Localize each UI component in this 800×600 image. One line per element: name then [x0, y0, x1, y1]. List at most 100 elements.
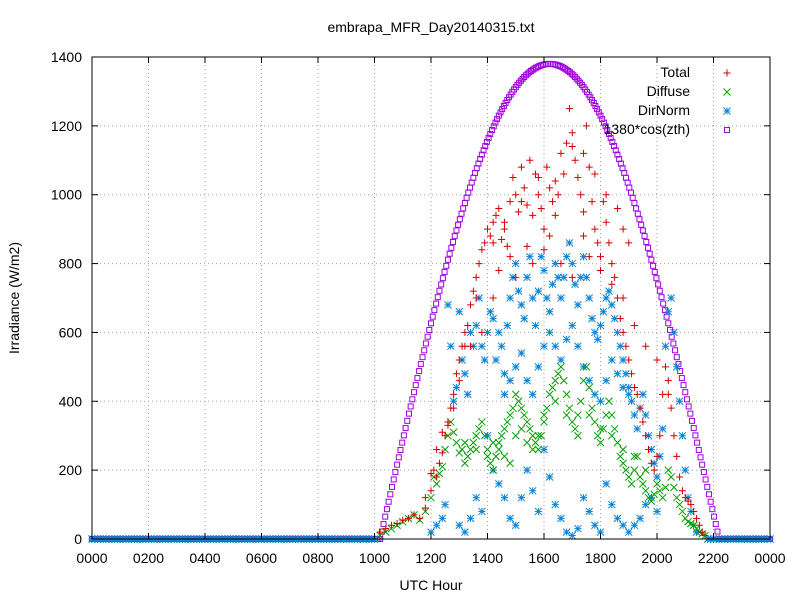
x-tick-label: 2000 [641, 550, 672, 566]
cos-zth-point [487, 130, 494, 137]
diffuse-point [511, 431, 520, 440]
dirnorm-point [579, 493, 588, 502]
dirnorm-point [602, 376, 611, 385]
total-point [563, 139, 571, 147]
dirnorm-point [624, 528, 633, 536]
total-point [616, 315, 624, 323]
diffuse-point [593, 431, 602, 440]
x-tick-label: 1000 [359, 550, 390, 566]
total-point [670, 432, 678, 440]
diffuse-point [616, 452, 625, 461]
cos-zth-point [644, 244, 651, 251]
cos-zth-point [638, 221, 645, 228]
cos-zth-point [602, 123, 609, 130]
total-point [506, 253, 514, 261]
cos-zth-point [604, 127, 611, 134]
diffuse-point [622, 466, 630, 474]
legend-label-dirnorm: DirNorm [638, 102, 690, 118]
diffuse-point [531, 438, 540, 447]
cos-zth-point [436, 287, 443, 294]
diffuse-point [641, 486, 650, 495]
dirnorm-point [672, 363, 681, 371]
cos-zth-point [705, 491, 712, 498]
dirnorm-point [480, 356, 489, 364]
diffuse-point [520, 411, 529, 419]
dirnorm-point [613, 369, 622, 378]
total-point [676, 473, 684, 481]
total-point [416, 514, 424, 522]
diffuse-point [574, 431, 582, 440]
cos-zth-point [497, 109, 504, 116]
dirnorm-point [579, 252, 588, 261]
dirnorm-point [540, 266, 548, 275]
dirnorm-point [557, 514, 565, 523]
total-point [435, 459, 443, 467]
total-point [438, 449, 446, 457]
cos-zth-point [480, 147, 487, 154]
total-point [605, 239, 613, 247]
total-point [498, 235, 506, 243]
dirnorm-point [520, 314, 529, 323]
cos-zth-point [441, 268, 448, 275]
total-point [529, 211, 537, 219]
dirnorm-point [630, 521, 639, 530]
total-point [500, 225, 508, 233]
diffuse-point [562, 411, 571, 419]
diffuse-point [548, 383, 557, 392]
total-point [469, 287, 477, 295]
diffuse-point [458, 445, 466, 454]
cos-zth-point [446, 250, 453, 257]
diffuse-point [477, 418, 486, 426]
dirnorm-point [446, 342, 455, 351]
diffuse-point [664, 466, 673, 474]
dirnorm-point [517, 301, 526, 309]
diffuse-point [670, 483, 678, 492]
dirnorm-point [494, 328, 503, 337]
total-point [495, 266, 503, 274]
diffuse-point [574, 411, 582, 419]
cos-zth-point [592, 102, 599, 109]
total-point [551, 211, 559, 219]
total-point [661, 363, 669, 371]
cos-zth-point [707, 498, 714, 505]
diffuse-point [475, 424, 483, 433]
diffuse-point [596, 438, 605, 447]
cos-zth-point [489, 127, 496, 134]
diffuse-point [630, 452, 639, 461]
cos-zth-point [522, 72, 529, 79]
dirnorm-point [551, 500, 560, 509]
total-point [628, 370, 636, 378]
cos-zth-point [421, 347, 428, 354]
dirnorm-point [526, 252, 534, 261]
cos-zth-point [656, 287, 663, 294]
total-point [421, 494, 429, 502]
diffuse-point [585, 411, 594, 419]
diffuse-point [523, 438, 531, 447]
total-point [594, 239, 602, 247]
dirnorm-point [483, 431, 492, 440]
dirnorm-point [574, 301, 582, 309]
cos-zth-point [443, 262, 450, 269]
total-point [656, 432, 664, 440]
dirnorm-point [585, 376, 594, 385]
diffuse-point [627, 480, 636, 488]
dirnorm-point [596, 397, 605, 406]
cos-zth-point [382, 513, 389, 520]
x-tick-label: 2200 [698, 550, 729, 566]
legend-marker-dirnorm [723, 107, 731, 115]
total-point [673, 452, 681, 460]
diffuse-point [489, 466, 498, 474]
total-point [534, 191, 542, 199]
cos-zth-point [412, 382, 419, 389]
total-point [619, 294, 627, 302]
diffuse-point [588, 404, 596, 413]
series-dirnorm [427, 239, 701, 540]
total-point [577, 191, 585, 199]
dirnorm-point [545, 307, 554, 316]
total-point [481, 239, 489, 247]
dirnorm-point [681, 466, 690, 474]
dirnorm-point [616, 342, 625, 351]
cos-zth-point [611, 143, 618, 150]
total-point [489, 294, 497, 302]
